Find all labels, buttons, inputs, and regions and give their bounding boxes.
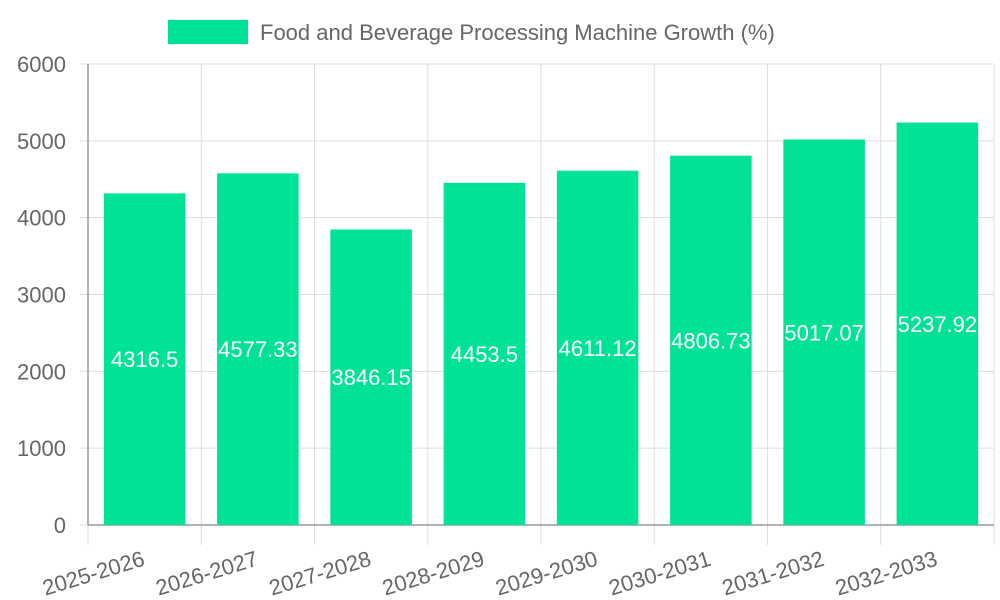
bar[interactable] bbox=[896, 122, 979, 525]
grid bbox=[80, 63, 995, 545]
x-tick-label: 2030-2031 bbox=[606, 546, 714, 600]
bars: 4316.5 4577.33 3846.15 4453.5 4611.12 4806.73… bbox=[103, 122, 979, 525]
bar-value-label: 4316.5 bbox=[111, 347, 178, 372]
bar-value-label: 5237.92 bbox=[898, 312, 978, 337]
y-tick-label: 3000 bbox=[17, 283, 66, 308]
bar-value-label: 4806.73 bbox=[671, 328, 751, 353]
legend[interactable]: Food and Beverage Processing Machine Gro… bbox=[168, 20, 775, 45]
x-tick-label: 2026-2027 bbox=[153, 546, 261, 600]
y-tick-label: 6000 bbox=[17, 52, 66, 77]
x-axis-ticks: 2025-2026 2026-2027 2027-2028 2028-2029 2029… bbox=[40, 546, 941, 600]
bar[interactable] bbox=[103, 193, 186, 525]
bar-value-label: 4453.5 bbox=[451, 342, 518, 367]
bar[interactable] bbox=[443, 182, 526, 525]
y-axis-ticks: 0 1000 2000 3000 4000 5000 6000 bbox=[17, 52, 66, 538]
x-tick-label: 2025-2026 bbox=[40, 546, 148, 600]
bar-value-label: 5017.07 bbox=[784, 320, 864, 345]
x-tick-label: 2028-2029 bbox=[379, 546, 487, 600]
y-tick-label: 4000 bbox=[17, 206, 66, 231]
legend-swatch bbox=[168, 20, 248, 44]
bar[interactable] bbox=[556, 170, 639, 525]
bar[interactable] bbox=[670, 155, 752, 525]
y-tick-label: 2000 bbox=[17, 359, 66, 384]
bar[interactable] bbox=[783, 139, 865, 525]
x-tick-label: 2032-2033 bbox=[832, 546, 940, 600]
y-tick-label: 1000 bbox=[17, 436, 66, 461]
bar[interactable] bbox=[217, 173, 299, 525]
bar[interactable] bbox=[330, 229, 412, 525]
y-tick-label: 5000 bbox=[17, 129, 66, 154]
bar-value-label: 4577.33 bbox=[218, 337, 298, 362]
x-tick-label: 2027-2028 bbox=[266, 546, 374, 600]
bar-value-label: 4611.12 bbox=[559, 336, 637, 361]
legend-label: Food and Beverage Processing Machine Gro… bbox=[260, 20, 775, 45]
x-tick-label: 2031-2032 bbox=[719, 546, 827, 600]
bar-value-label: 3846.15 bbox=[331, 365, 411, 390]
x-tick-label: 2029-2030 bbox=[493, 546, 601, 600]
y-tick-label: 0 bbox=[54, 513, 66, 538]
